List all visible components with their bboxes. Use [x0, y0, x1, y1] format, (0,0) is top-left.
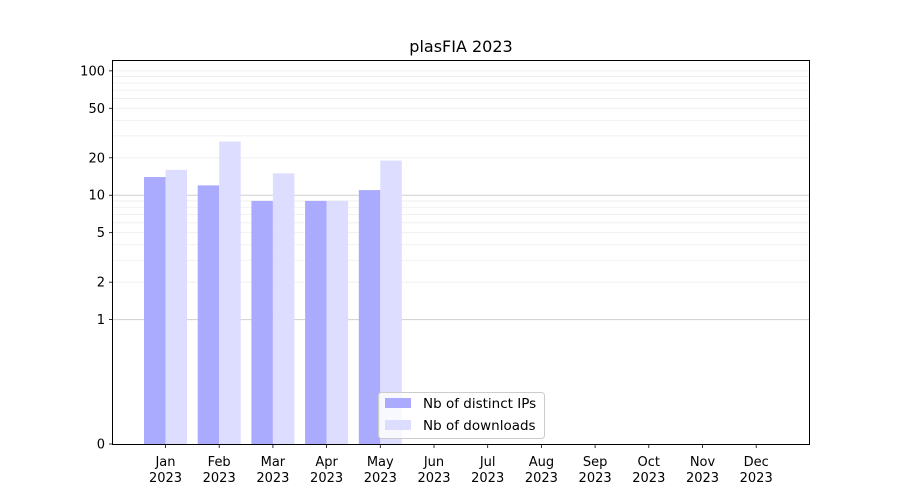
- x-tick-label-month: Jan: [154, 455, 175, 470]
- bars-layer: [144, 141, 402, 444]
- legend-swatch-downloads: [385, 420, 411, 430]
- y-tick-label: 50: [88, 102, 105, 117]
- y-tick-label: 100: [80, 64, 105, 79]
- x-tick-label-month: May: [367, 455, 394, 470]
- plot-frame: [112, 60, 810, 445]
- x-tick-label-month: Mar: [261, 455, 286, 470]
- x-tick-label-month: Oct: [638, 455, 660, 470]
- bar-distinct-ips: [144, 177, 166, 444]
- bar-downloads: [326, 200, 349, 444]
- bar-downloads: [380, 160, 402, 444]
- x-tick-label-year: 2023: [525, 471, 558, 486]
- legend: Nb of distinct IPs Nb of downloads: [378, 392, 545, 439]
- x-tick-label-month: Dec: [744, 455, 769, 470]
- y-tick-label: 1: [97, 313, 105, 328]
- x-tick-label-year: 2023: [149, 471, 182, 486]
- bar-distinct-ips: [251, 200, 273, 444]
- x-tick-label-year: 2023: [686, 471, 719, 486]
- y-tick-label: 0: [97, 438, 105, 453]
- bar-downloads: [272, 173, 295, 444]
- x-tick-label-month: Jun: [423, 455, 444, 470]
- x-tick-label-year: 2023: [417, 471, 450, 486]
- x-tick-label-month: Apr: [315, 455, 338, 470]
- x-tick-label-year: 2023: [632, 471, 665, 486]
- legend-label-distinct-ips: Nb of distinct IPs: [423, 396, 536, 412]
- bar-distinct-ips: [197, 185, 220, 444]
- bar-distinct-ips: [305, 200, 327, 444]
- x-tick-label-month: Sep: [583, 455, 608, 470]
- x-tick-label-month: Jul: [479, 455, 496, 470]
- y-tick-label: 2: [97, 276, 105, 291]
- legend-swatch-distinct-ips: [385, 398, 411, 408]
- x-tick-label-year: 2023: [579, 471, 612, 486]
- y-tick-label: 20: [88, 151, 105, 166]
- x-tick-label-year: 2023: [364, 471, 397, 486]
- x-tick-label-month: Nov: [690, 455, 716, 470]
- x-tick-label-year: 2023: [310, 471, 343, 486]
- bar-downloads: [165, 169, 187, 444]
- y-tick-label: 5: [97, 226, 105, 241]
- bar-downloads: [219, 141, 241, 444]
- bar-distinct-ips: [358, 190, 381, 444]
- x-axis: Jan2023Feb2023Mar2023Apr2023May2023Jun20…: [149, 444, 773, 486]
- legend-frame: [378, 392, 545, 439]
- chart-title: plasFIA 2023: [409, 37, 512, 56]
- x-tick-label-year: 2023: [256, 471, 289, 486]
- x-tick-label-year: 2023: [740, 471, 773, 486]
- x-tick-label-month: Aug: [529, 455, 554, 470]
- y-tick-label: 10: [88, 189, 105, 204]
- x-tick-label-year: 2023: [471, 471, 504, 486]
- legend-label-downloads: Nb of downloads: [423, 418, 536, 434]
- x-tick-label-year: 2023: [203, 471, 236, 486]
- y-axis: 0 1 2 5 10 20 50 100: [80, 64, 113, 453]
- x-tick-label-month: Feb: [208, 455, 231, 470]
